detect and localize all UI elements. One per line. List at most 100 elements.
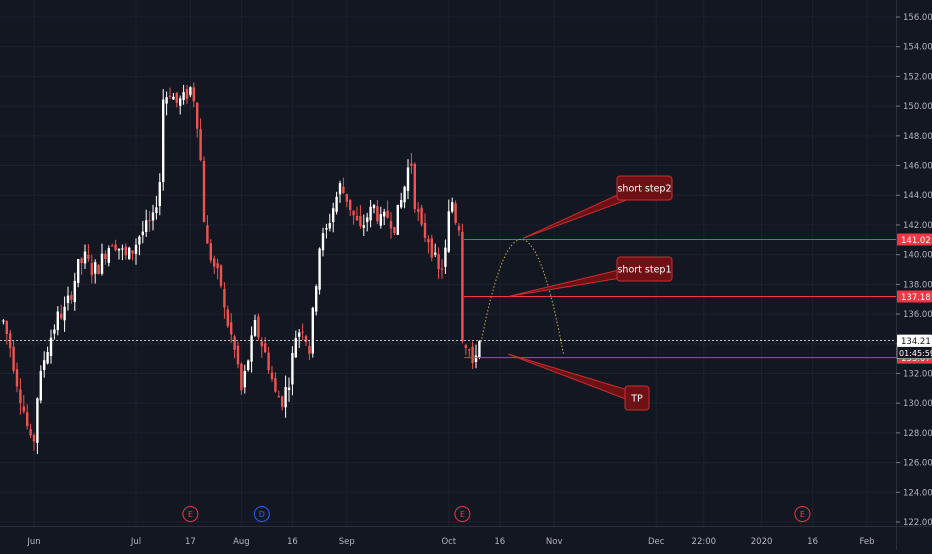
price-tag-label: 137.18 [901,293,931,303]
candle-body [362,225,365,228]
callout-3[interactable]: TP [508,353,650,411]
candle-body [216,263,219,269]
candle [451,197,454,214]
candle-body [165,97,168,104]
candle-body [447,211,450,252]
candle-body [226,309,229,327]
candle [274,372,277,393]
candle [90,254,93,284]
callout-box [616,175,673,201]
callout-label: TP [630,394,643,405]
candle-body [53,329,56,334]
candle [124,243,127,260]
price-tag-label: 134.21 [901,337,931,347]
candle [114,239,117,252]
candle-body [223,289,226,308]
candle-body [474,355,478,362]
candle-body [145,220,148,233]
candle [230,312,233,343]
y-tick-label: 146.00 [903,162,932,172]
candle-body [379,214,382,226]
candle [257,313,260,341]
y-tick-label: 140.00 [903,251,932,261]
candle-body [376,206,379,222]
candle [131,250,134,261]
candle [294,330,297,359]
candle-body [257,316,260,338]
candle [298,328,301,349]
candle [196,102,199,138]
x-tick-label: Aug [233,537,250,547]
countdown-label: 01:45:59 [899,349,932,358]
candle [284,375,287,418]
candle-body [417,209,420,212]
candle-body [369,206,372,221]
event-marker-circle [794,506,811,522]
candle [474,344,478,369]
candle [141,220,144,244]
candle-body [206,225,209,244]
candle-body [56,311,59,331]
candle [219,264,223,289]
candle-body [141,231,144,236]
callout-1[interactable]: short step2 [522,175,673,239]
candle [216,258,219,280]
candle [172,93,175,100]
event-marker-circle [253,506,270,522]
y-tick-label: 128.00 [903,429,932,439]
candle [83,244,87,269]
candle-body [104,253,107,259]
candle-body [46,351,49,364]
candle-body [400,200,403,208]
candle-body [138,236,141,245]
candle [209,239,212,264]
candle [277,390,280,398]
candle-body [49,337,53,357]
y-tick-label: 132.00 [903,369,932,379]
candle-body [15,369,19,387]
candle [2,319,5,325]
candle-body [213,258,216,267]
callout-label: short step2 [617,184,671,195]
candle [267,346,270,374]
candle [396,204,399,236]
candle-body [468,349,471,351]
candle-body [236,345,240,365]
candle [468,348,471,357]
candle-body [124,246,127,256]
candle-body [243,370,246,388]
candle-body [349,199,352,211]
candle [434,243,437,258]
event-marker[interactable]: D [253,506,270,522]
candle [423,213,427,242]
candle [359,204,362,229]
candle-body [83,251,87,264]
callout-label: short step1 [617,265,671,276]
candle [128,246,131,260]
candle-body [298,332,301,337]
candle-body [478,341,481,358]
x-tick-label: 16 [807,537,818,547]
candle [366,212,369,232]
candle [39,365,42,404]
candle-body [287,387,291,390]
candle [117,248,121,260]
candle [134,238,138,265]
candle-body [73,280,76,303]
candle [56,306,59,336]
candle-body [267,352,270,371]
candle-body [291,353,294,385]
candle [46,346,49,365]
candle [206,215,209,244]
candle-body [355,215,359,221]
event-marker[interactable]: E [454,506,471,522]
callout-2[interactable]: short step1 [509,256,673,297]
candle [49,329,53,364]
candle-body [389,220,393,229]
event-marker[interactable]: E [794,506,811,522]
event-marker[interactable]: E [182,506,199,522]
candle [148,210,151,232]
